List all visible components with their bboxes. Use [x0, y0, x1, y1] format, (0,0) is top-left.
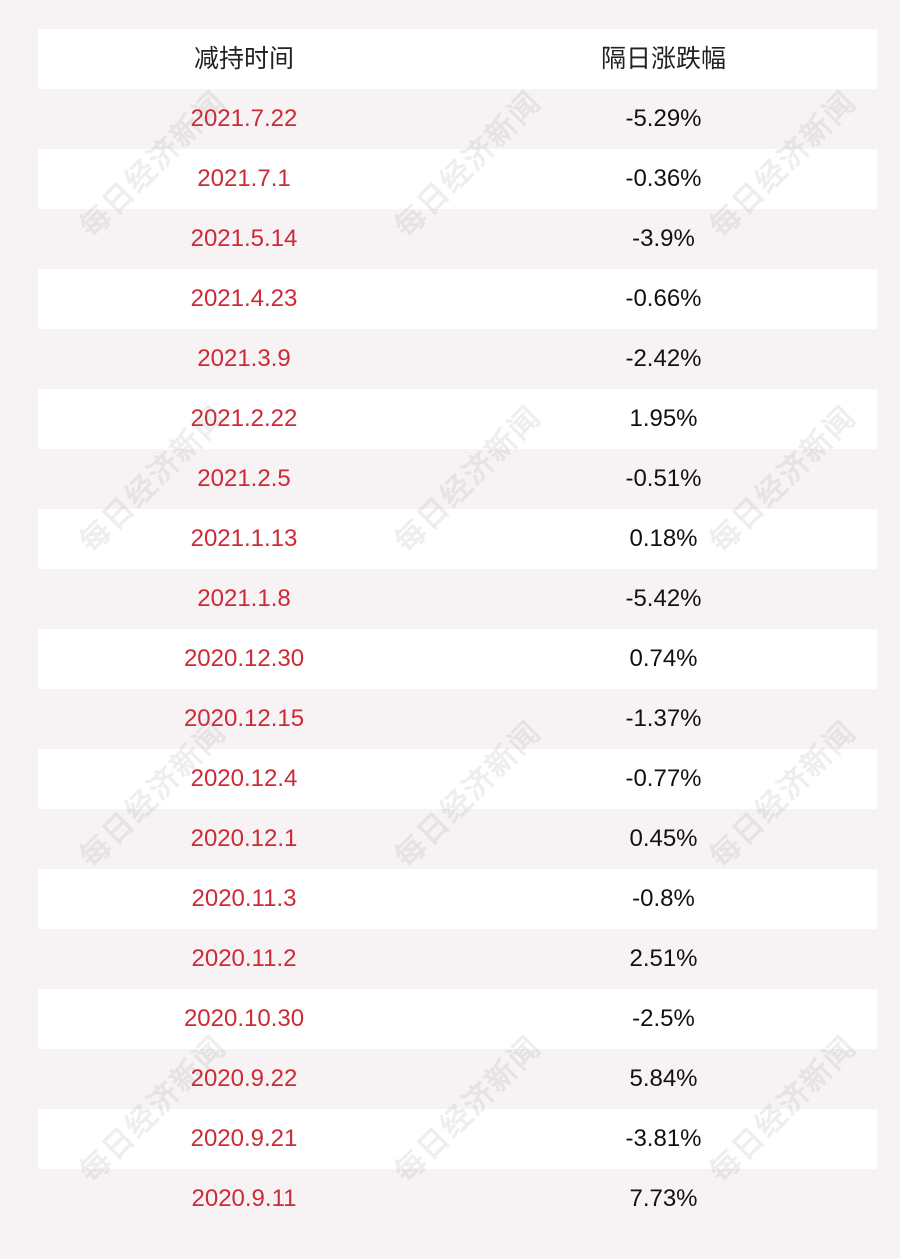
row-date: 2021.3.9	[197, 345, 291, 372]
row-date: 2020.9.11	[191, 1185, 297, 1212]
row-change: -0.8%	[632, 885, 695, 912]
table-row: 2021.1.8 -5.42%	[38, 569, 877, 629]
table-row: 2021.2.5 -0.51%	[38, 449, 877, 509]
row-change: -0.77%	[625, 765, 702, 792]
table-row: 2021.7.1 -0.36%	[38, 149, 877, 209]
row-change: 2.51%	[629, 945, 698, 972]
row-date: 2020.10.30	[183, 1005, 305, 1032]
row-change: -0.66%	[625, 285, 702, 312]
table-row: 2021.1.13 0.18%	[38, 509, 877, 569]
row-change: -3.81%	[625, 1125, 702, 1152]
row-change: -5.29%	[625, 105, 702, 132]
row-date: 2020.11.2	[191, 945, 297, 972]
row-change: -3.9%	[632, 225, 695, 252]
table-row: 2021.5.14 -3.9%	[38, 209, 877, 269]
row-change: 0.74%	[629, 645, 698, 672]
row-date: 2020.11.3	[191, 885, 297, 912]
row-change: -2.42%	[625, 345, 702, 372]
table-row: 2020.9.22 5.84%	[38, 1049, 877, 1109]
row-date: 2020.9.22	[190, 1065, 298, 1092]
table-row: 2020.11.3 -0.8%	[38, 869, 877, 929]
table-row: 2020.11.2 2.51%	[38, 929, 877, 989]
header-change: 隔日涨跌幅	[600, 45, 726, 73]
row-date: 2021.5.14	[190, 225, 298, 252]
row-date: 2021.2.22	[190, 405, 298, 432]
row-date: 2021.2.5	[197, 465, 291, 492]
row-change: -5.42%	[625, 585, 702, 612]
row-date: 2020.12.30	[183, 645, 305, 672]
reduction-table: 减持时间 隔日涨跌幅 2021.7.22 -5.29% 2021.7.1 -0.36%…	[38, 29, 877, 1229]
row-date: 2021.7.1	[197, 165, 291, 192]
row-date: 2020.12.1	[190, 825, 298, 852]
table-row: 2020.12.15 -1.37%	[38, 689, 877, 749]
table-body: 2021.7.22 -5.29% 2021.7.1 -0.36% 2021.5.14 -3…	[38, 89, 877, 1229]
row-date: 2021.4.23	[190, 285, 298, 312]
table-header-row: 减持时间 隔日涨跌幅	[38, 29, 877, 89]
row-change: 7.73%	[629, 1185, 698, 1212]
row-date: 2021.7.22	[190, 105, 298, 132]
table-row: 2021.3.9 -2.42%	[38, 329, 877, 389]
table-row: 2020.12.30 0.74%	[38, 629, 877, 689]
row-change: 5.84%	[629, 1065, 698, 1092]
row-change: -1.37%	[625, 705, 702, 732]
table-row: 2020.9.21 -3.81%	[38, 1109, 877, 1169]
row-date: 2020.12.15	[183, 705, 305, 732]
table-row: 2021.7.22 -5.29%	[38, 89, 877, 149]
row-change: -2.5%	[632, 1005, 695, 1032]
header-date: 减持时间	[193, 45, 294, 73]
row-change: 0.45%	[629, 825, 698, 852]
row-date: 2020.9.21	[190, 1125, 298, 1152]
table-row: 2021.2.22 1.95%	[38, 389, 877, 449]
table-row: 2021.4.23 -0.66%	[38, 269, 877, 329]
row-change: 1.95%	[629, 405, 698, 432]
table-row: 2020.9.11 7.73%	[38, 1169, 877, 1229]
table-row: 2020.10.30 -2.5%	[38, 989, 877, 1049]
table-row: 2020.12.4 -0.77%	[38, 749, 877, 809]
row-date: 2021.1.8	[197, 585, 291, 612]
row-change: 0.18%	[629, 525, 698, 552]
row-change: -0.51%	[625, 465, 702, 492]
row-date: 2020.12.4	[190, 765, 298, 792]
table-row: 2020.12.1 0.45%	[38, 809, 877, 869]
row-change: -0.36%	[625, 165, 702, 192]
row-date: 2021.1.13	[190, 525, 298, 552]
